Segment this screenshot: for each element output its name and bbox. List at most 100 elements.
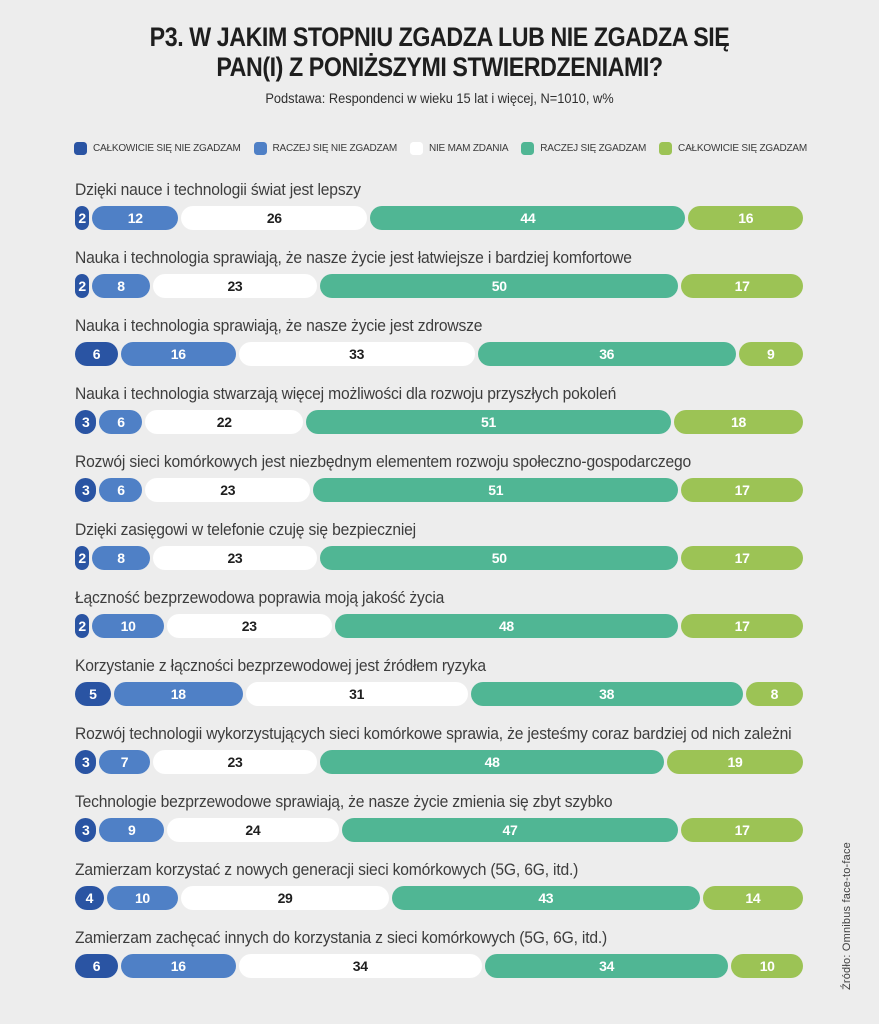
stacked-bar: 2 10 23 48 17	[75, 614, 803, 639]
bar-segment: 38	[470, 682, 743, 707]
bar-segment: 23	[152, 750, 318, 775]
segment-value: 10	[134, 890, 150, 907]
chart-row: Zamierzam zachęcać innych do korzystania…	[75, 928, 803, 979]
bar-segment: 17	[681, 614, 803, 639]
bar-segment: 14	[702, 886, 803, 911]
bar-segment: 9	[738, 342, 803, 367]
bar-segment: 17	[681, 546, 803, 571]
bar-segment: 51	[305, 410, 672, 435]
bar-segment: 23	[152, 274, 318, 299]
row-label: Łączność bezprzewodowa poprawia moją jak…	[75, 588, 445, 608]
chart-subtitle: Podstawa: Respondenci w wieku 15 lat i w…	[265, 91, 614, 107]
segment-value: 3	[81, 754, 90, 771]
bar-segment: 26	[181, 206, 368, 231]
legend-item-label: NIE MAM ZDANIA	[428, 143, 509, 155]
bar-segment: 36	[477, 342, 736, 367]
bar-segment: 23	[152, 546, 318, 571]
segment-value: 12	[127, 210, 143, 227]
segment-value: 2	[78, 210, 86, 227]
chart-row: Dzięki zasięgowi w telefonie czuję się b…	[75, 520, 803, 571]
bar-segment: 19	[666, 750, 804, 775]
bar-segment: 2	[75, 546, 90, 571]
legend-item-label: RACZEJ SIĘ NIE ZGADZAM	[272, 143, 398, 155]
legend-item: CAŁKOWICIE SIĘ ZGADZAM	[659, 142, 807, 156]
segment-value: 33	[349, 346, 365, 363]
segment-value: 9	[127, 822, 136, 839]
segment-value: 2	[78, 550, 86, 567]
row-label: Rozwój technologii wykorzystujących siec…	[75, 724, 792, 744]
segment-value: 14	[745, 890, 761, 907]
bar-segment: 16	[688, 206, 803, 231]
segment-value: 5	[89, 686, 97, 703]
stacked-bar: 6 16 34 34 10	[75, 954, 803, 979]
stacked-bar: 3 9 24 47 17	[75, 818, 803, 843]
bar-segment: 12	[92, 206, 179, 231]
bar-segment: 6	[75, 342, 118, 367]
bar-segment: 51	[313, 478, 679, 503]
segment-value: 2	[78, 618, 86, 635]
segment-value: 3	[81, 822, 90, 839]
source-note: Źródło: Omnibus face-to-face	[841, 841, 853, 990]
bar-segment: 10	[92, 614, 164, 639]
segment-value: 6	[117, 482, 125, 499]
bar-segment: 31	[245, 682, 468, 707]
stacked-bar: 2 8 23 50 17	[75, 274, 803, 299]
bar-segment: 10	[731, 954, 803, 979]
segment-value: 17	[734, 482, 750, 499]
legend-swatch-icon	[74, 142, 87, 156]
segment-value: 17	[734, 278, 750, 295]
segment-value: 43	[538, 890, 554, 907]
bar-segment: 6	[99, 478, 143, 503]
chart-header: P3. W JAKIM STOPNIU ZGADZA LUB NIE ZGADZ…	[0, 0, 879, 106]
row-label: Nauka i technologia sprawiają, że nasze …	[75, 248, 632, 268]
row-label: Dzięki nauce i technologii świat jest le…	[75, 180, 361, 200]
segment-value: 9	[767, 346, 775, 363]
row-label: Technologie bezprzewodowe sprawiają, że …	[75, 792, 613, 812]
segment-value: 50	[491, 550, 507, 567]
stacked-bar: 4 10 29 43 14	[75, 886, 803, 911]
chart-row: Rozwój sieci komórkowych jest niezbędnym…	[75, 452, 803, 503]
segment-value: 16	[170, 958, 186, 975]
segment-value: 6	[92, 346, 101, 363]
legend-item: CAŁKOWICIE SIĘ NIE ZGADZAM	[74, 142, 241, 156]
chart-row: Nauka i technologia stwarzają więcej moż…	[75, 384, 803, 435]
bar-segment: 23	[166, 614, 332, 639]
segment-value: 29	[277, 890, 293, 907]
segment-value: 17	[734, 550, 750, 567]
segment-value: 48	[498, 618, 514, 635]
stacked-bar: 3 6 23 51 17	[75, 478, 803, 503]
bar-segment: 17	[681, 818, 803, 843]
legend-item-label: RACZEJ SIĘ ZGADZAM	[540, 143, 647, 155]
segment-value: 6	[92, 958, 101, 975]
segment-value: 8	[117, 278, 125, 295]
legend: CAŁKOWICIE SIĘ NIE ZGADZAM RACZEJ SIĘ NI…	[0, 142, 879, 156]
segment-value: 44	[520, 210, 536, 227]
bar-segment: 6	[75, 954, 118, 979]
segment-value: 2	[78, 278, 86, 295]
legend-swatch-icon	[521, 142, 535, 156]
segment-value: 24	[245, 822, 261, 839]
bar-segment: 3	[75, 478, 97, 503]
segment-value: 3	[81, 482, 90, 499]
stacked-bar: 3 7 23 48 19	[75, 750, 804, 775]
page-title-line2: PAN(I) Z PONIŻSZYMI STWIERDZENIAMI?	[216, 52, 663, 83]
bar-segment: 6	[99, 410, 143, 435]
bar-segment: 17	[681, 478, 803, 503]
bar-segment: 8	[92, 546, 150, 571]
stacked-bar: 2 12 26 44 16	[75, 206, 803, 231]
chart-row: Nauka i technologia sprawiają, że nasze …	[75, 248, 803, 299]
row-label: Zamierzam zachęcać innych do korzystania…	[75, 928, 608, 948]
legend-item: RACZEJ SIĘ ZGADZAM	[521, 142, 647, 156]
segment-value: 26	[266, 210, 282, 227]
bar-segment: 9	[99, 818, 164, 843]
legend-item: NIE MAM ZDANIA	[409, 142, 509, 156]
segment-value: 19	[727, 754, 743, 771]
legend-item: RACZEJ SIĘ NIE ZGADZAM	[253, 142, 398, 156]
bar-segment: 18	[113, 682, 243, 707]
segment-value: 16	[738, 210, 754, 227]
segment-value: 8	[117, 550, 125, 567]
segment-value: 17	[734, 822, 750, 839]
bar-segment: 48	[334, 614, 679, 639]
row-label: Rozwój sieci komórkowych jest niezbędnym…	[75, 452, 692, 472]
